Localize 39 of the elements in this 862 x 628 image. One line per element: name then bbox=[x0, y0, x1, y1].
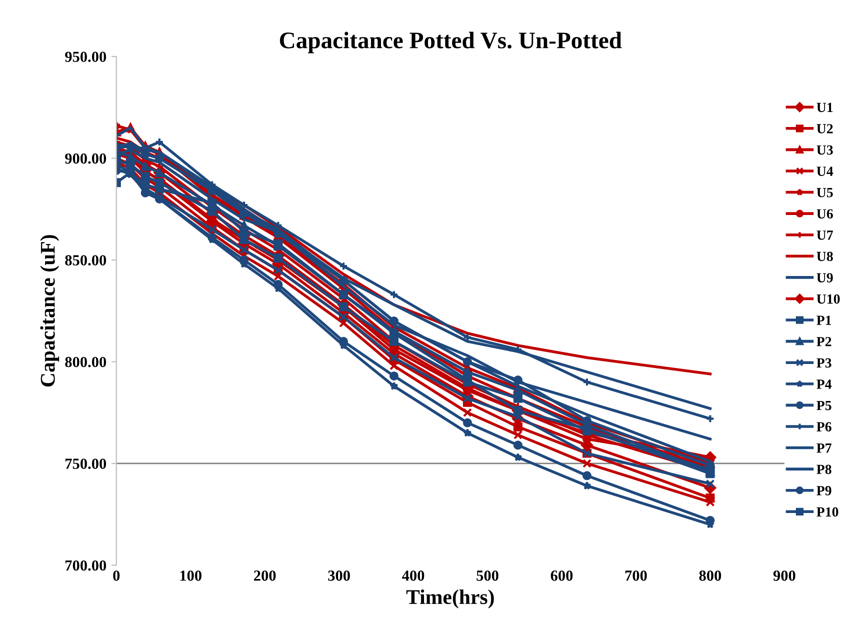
y-tick-label: 950.00 bbox=[65, 52, 106, 62]
legend-label: U6 bbox=[816, 209, 833, 219]
x-tick-label: 700 bbox=[625, 570, 647, 581]
y-tick-label: 700.00 bbox=[66, 560, 106, 571]
x-tick-label: 200 bbox=[254, 570, 276, 581]
legend-label: U8 bbox=[816, 252, 833, 262]
legend-label: P7 bbox=[816, 444, 832, 453]
legend-label: P6 bbox=[816, 422, 832, 432]
x-tick-label: 600 bbox=[550, 570, 573, 581]
legend-label: U3 bbox=[816, 145, 833, 155]
y-tick-label: 750.00 bbox=[66, 458, 106, 469]
x-tick-label: 900 bbox=[773, 570, 796, 581]
legend-label: U9 bbox=[816, 273, 833, 282]
x-tick-label: 0 bbox=[113, 570, 120, 581]
legend-label: P2 bbox=[816, 336, 832, 346]
x-tick-label: 400 bbox=[402, 570, 424, 581]
legend-label: P9 bbox=[816, 486, 832, 496]
legend-label: U7 bbox=[816, 230, 833, 240]
x-tick-label: 500 bbox=[476, 570, 498, 581]
legend-label: P5 bbox=[816, 400, 832, 410]
legend-label: U10 bbox=[816, 294, 840, 304]
legend-label: P8 bbox=[816, 464, 832, 474]
y-tick-label: 900.00 bbox=[65, 153, 106, 164]
legend-label: P3 bbox=[816, 358, 832, 368]
legend-label: P1 bbox=[816, 316, 832, 325]
y-tick-label: 850.00 bbox=[65, 255, 106, 266]
x-tick-label: 100 bbox=[180, 570, 202, 581]
x-tick-label: 300 bbox=[328, 570, 350, 581]
legend-label: P4 bbox=[816, 380, 832, 389]
chart-title: Capacitance Potted Vs. Un-Potted bbox=[280, 32, 622, 54]
legend-label: U4 bbox=[816, 166, 834, 176]
x-tick-label: 800 bbox=[699, 570, 722, 581]
legend-label: P10 bbox=[816, 507, 838, 517]
y-tick-label: 800.00 bbox=[65, 356, 106, 368]
legend-label: U5 bbox=[816, 188, 833, 198]
x-axis-title: Time(hrs) bbox=[406, 589, 494, 608]
legend-label: U2 bbox=[816, 124, 833, 134]
legend-label: U1 bbox=[816, 102, 833, 112]
y-axis-title: Capacitance (uF) bbox=[40, 235, 60, 387]
